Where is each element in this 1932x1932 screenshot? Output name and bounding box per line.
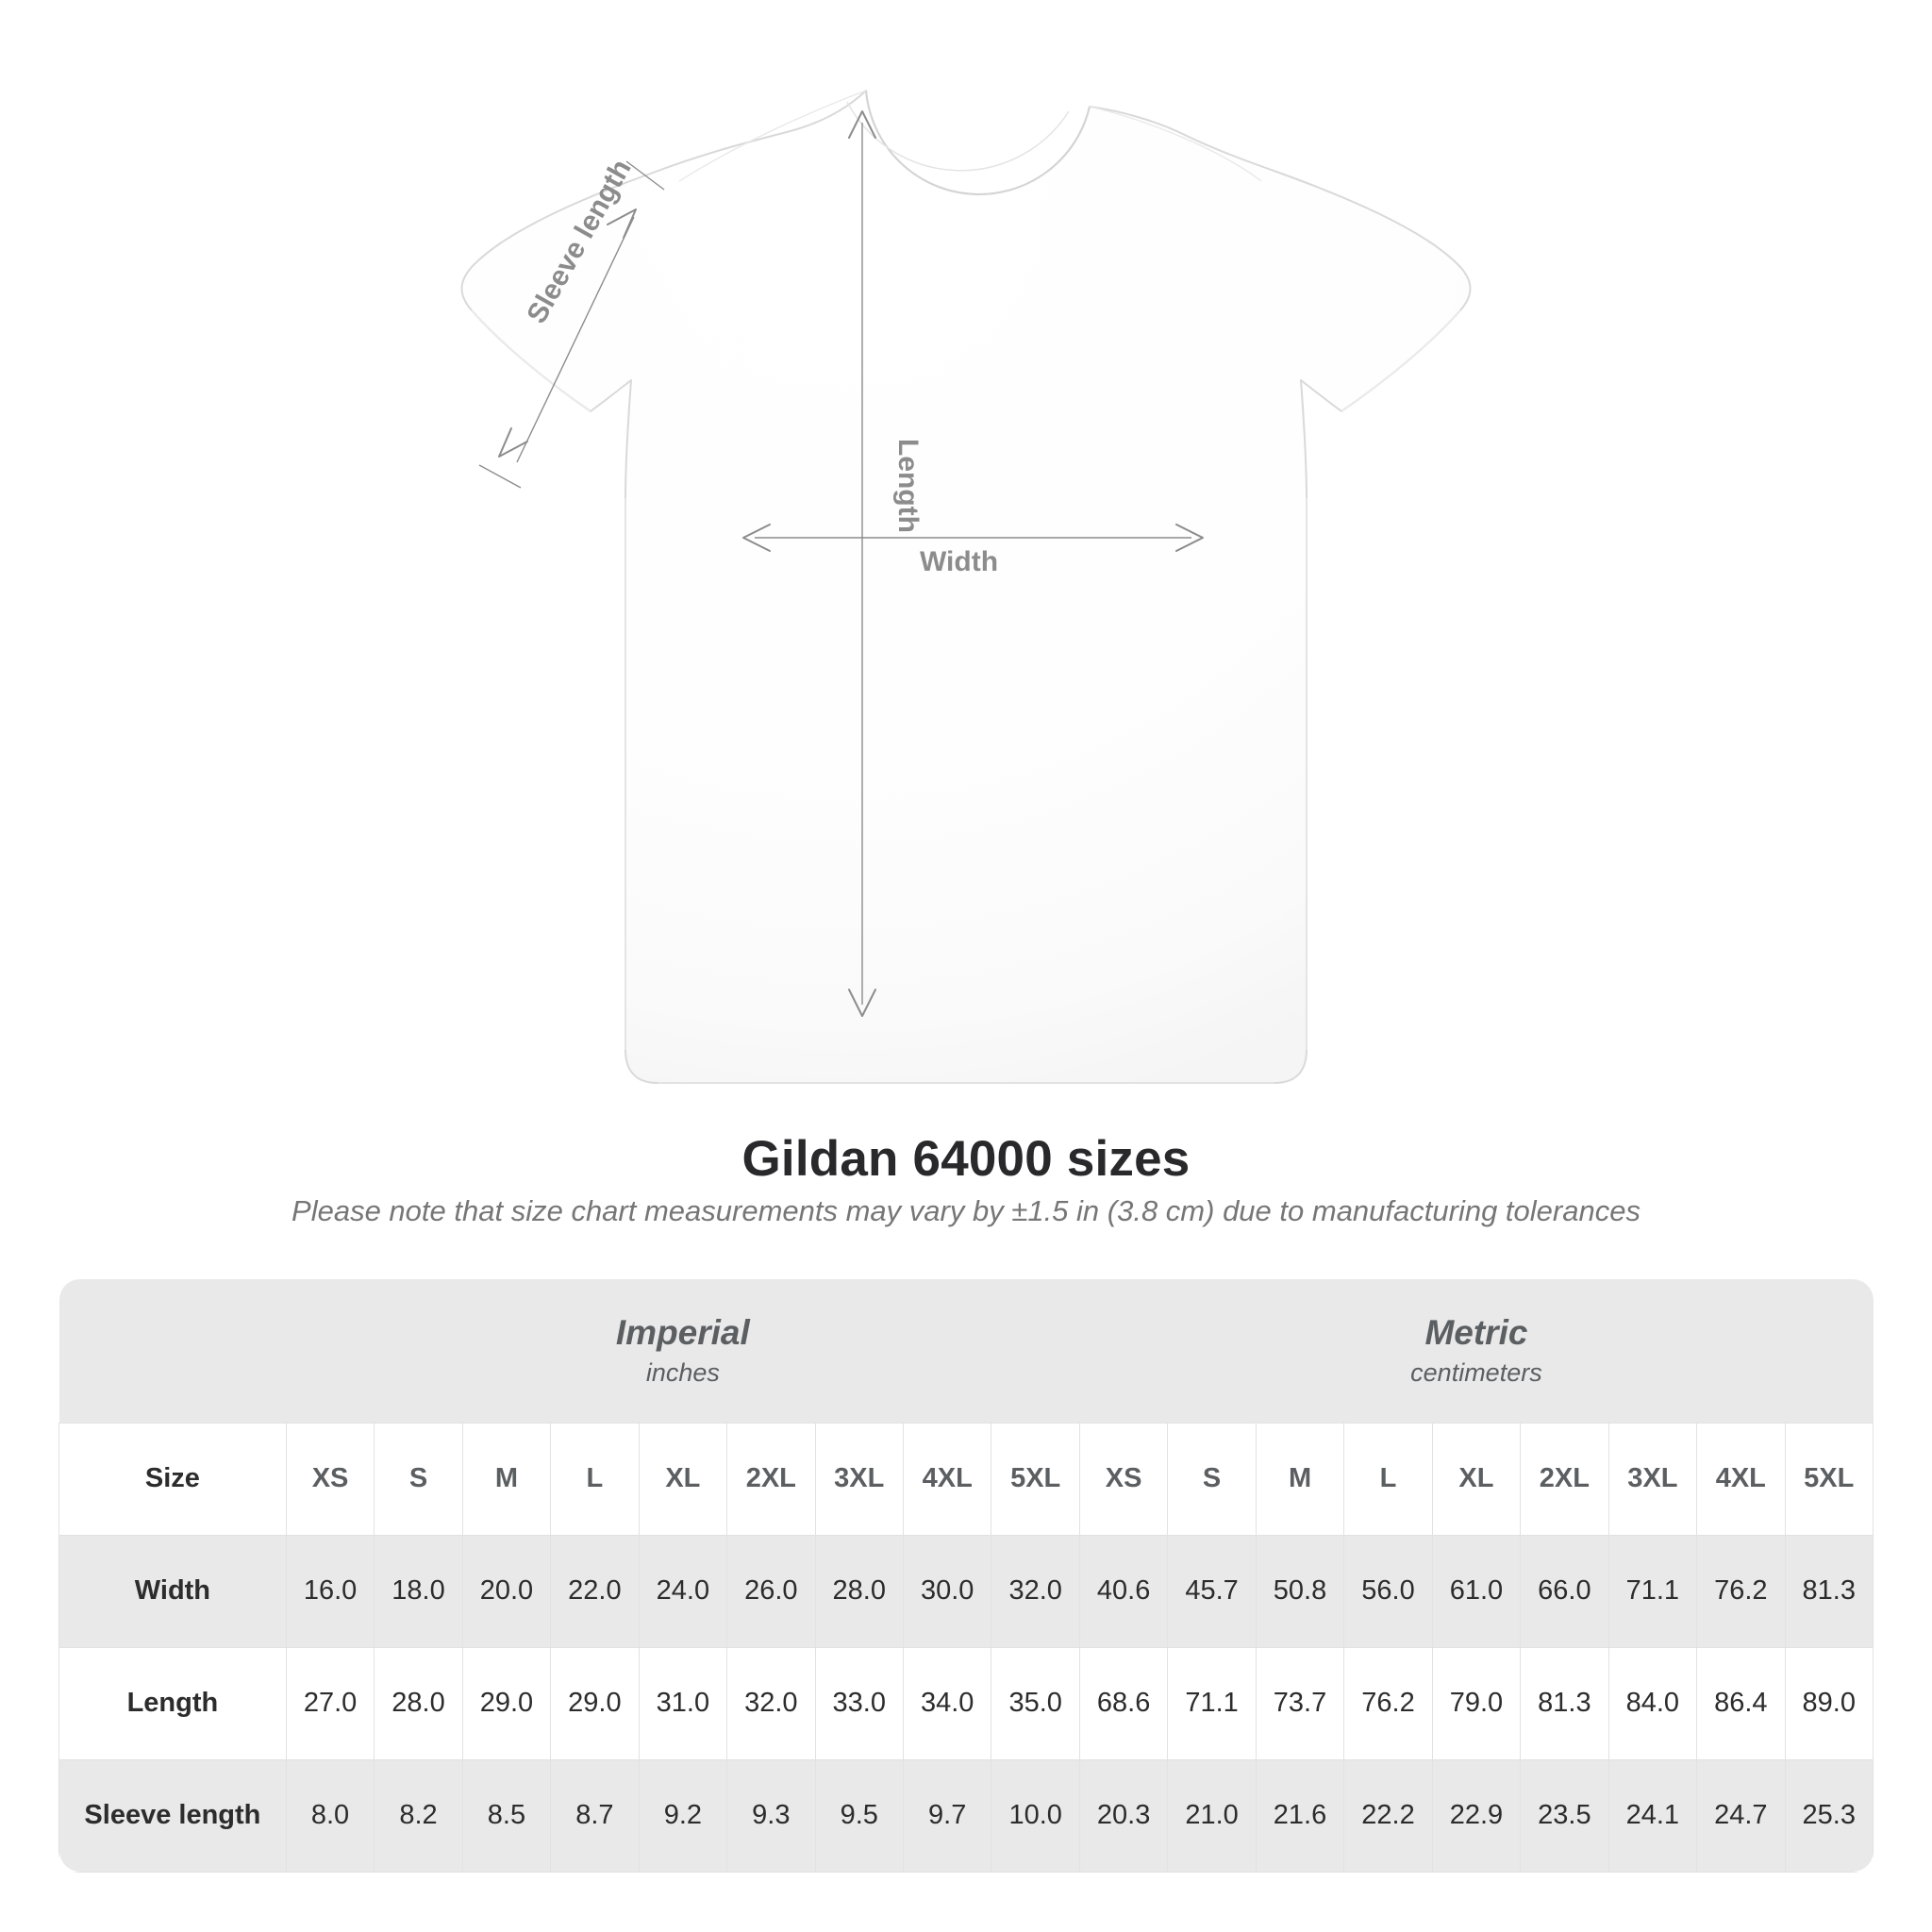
svg-text:Width: Width — [920, 546, 998, 577]
svg-text:Length: Length — [892, 439, 924, 533]
